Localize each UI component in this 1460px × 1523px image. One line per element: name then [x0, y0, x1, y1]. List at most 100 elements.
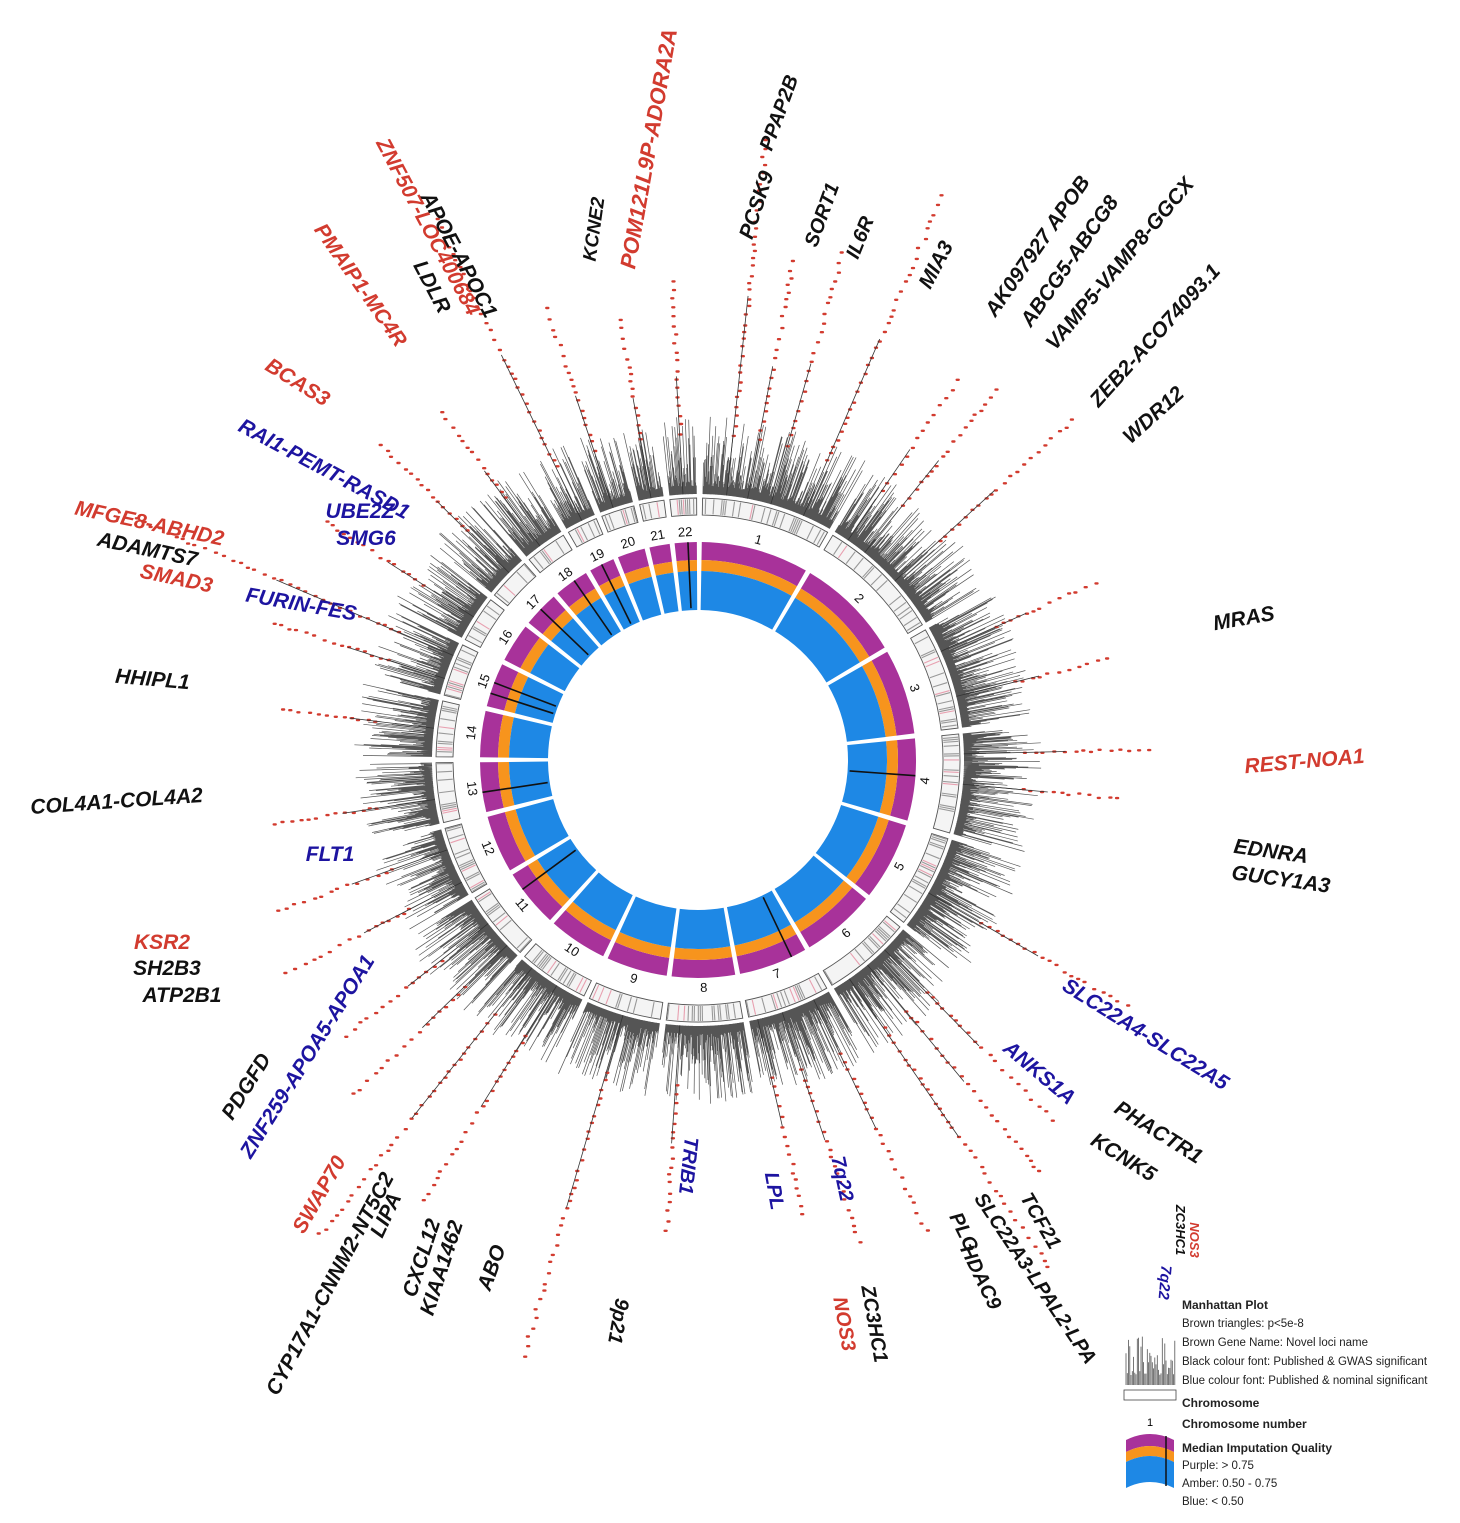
cytoband-stripe	[779, 513, 786, 529]
legend-chromosome-number-label: Chromosome number	[1182, 1417, 1307, 1431]
gene-label: SMG6	[336, 527, 396, 550]
cytoband-stripe	[724, 500, 727, 516]
peak-line	[387, 561, 474, 618]
manhattan-chr-17	[439, 506, 523, 593]
cytoband-stripe	[555, 540, 565, 554]
cytoband-stripe	[874, 930, 887, 942]
legend-chromosome-icon	[1123, 1389, 1177, 1401]
cytoband-stripe	[453, 666, 469, 673]
cytoband-stripe	[587, 522, 596, 538]
cytoband-stripe	[540, 955, 551, 969]
quality-blue-7	[726, 890, 791, 946]
peak-line	[770, 363, 812, 505]
cytoband-stripe	[447, 684, 463, 690]
cytoband-stripe	[449, 680, 464, 686]
cytoband-stripe	[620, 510, 626, 526]
gene-label: SORT1	[801, 180, 844, 250]
manhattan-chr-18	[479, 471, 562, 557]
cytoband-stripe	[459, 859, 474, 867]
gene-label: KCNE2	[580, 195, 610, 262]
legend-graphics: 1	[1123, 1336, 1177, 1488]
peak-line	[848, 978, 960, 1138]
cytoband-stripe	[780, 991, 787, 1007]
peak-line	[566, 1015, 624, 1208]
cytoband-stripe	[792, 518, 799, 534]
cytoband-stripe	[465, 871, 480, 880]
cytoband-stripe	[943, 769, 959, 771]
cytoband-stripe	[624, 509, 630, 524]
cytoband-stripe	[937, 700, 953, 705]
manhattan-chr-12	[376, 829, 469, 930]
cytoband-stripe	[932, 682, 948, 688]
peak-line	[803, 338, 881, 516]
peak-line	[436, 500, 510, 574]
cytoband-stripe	[930, 837, 946, 844]
quality-amber-1	[701, 560, 797, 596]
quality-amber-13	[498, 761, 515, 808]
cytoband-stripe	[437, 748, 453, 751]
cytoband-stripe	[519, 939, 531, 952]
cytoband-stripe	[878, 925, 891, 937]
cytoband-stripe	[686, 499, 689, 515]
gene-label: PPAP2B	[756, 72, 804, 153]
gene-label: ATP2B1	[142, 984, 222, 1007]
cytoband-stripe	[642, 504, 647, 520]
cytoband-stripe	[897, 903, 911, 914]
cytoband-stripe	[795, 520, 803, 535]
quality-amber-7	[734, 924, 797, 957]
peak-line	[276, 579, 454, 656]
quality-blue-2	[775, 597, 860, 683]
quality-marker-line	[482, 781, 548, 794]
peak-line	[884, 949, 980, 1047]
cytoband-stripe	[680, 499, 683, 515]
cytoband-stripe	[630, 507, 636, 523]
cytoband-stripe	[568, 973, 577, 987]
cytoband-stripe	[576, 528, 585, 543]
quality-blue-13	[509, 761, 553, 806]
chromosome-band-17	[493, 562, 537, 607]
cytoband-stripe	[439, 726, 455, 730]
cytoband-stripe	[771, 511, 778, 526]
peak-line	[726, 295, 749, 496]
gene-label: SH2B3	[133, 957, 201, 980]
peak-line	[747, 366, 774, 499]
cytoband-stripe	[495, 915, 508, 926]
cytoband-stripe	[456, 658, 472, 666]
significant-hit	[770, 1076, 805, 1216]
cytoband-stripe	[816, 531, 825, 546]
significant-hit	[670, 280, 684, 436]
manhattan-chr-10	[476, 959, 583, 1063]
significant-hit	[757, 259, 796, 441]
cytoband-stripe	[934, 690, 950, 696]
chromosome-band-9	[588, 982, 664, 1020]
cytoband-stripe	[939, 806, 955, 810]
peak-line	[632, 397, 652, 499]
cytoband-stripe	[487, 905, 501, 916]
cytoband-stripe	[682, 499, 685, 515]
cytoband-stripe	[713, 1005, 716, 1021]
significant-hit	[545, 306, 598, 453]
significant-hit	[825, 194, 944, 462]
peak-line	[484, 470, 541, 547]
cytoband-stripe	[550, 962, 560, 976]
legend-manhattan-title: Manhattan Plot	[1182, 1298, 1268, 1312]
gene-label: SWAP70	[288, 1152, 351, 1238]
cytoband-stripe	[496, 592, 510, 604]
cytoband-stripe	[941, 720, 957, 724]
cytoband-stripe	[732, 1003, 736, 1019]
cytoband-stripe	[622, 509, 628, 525]
gene-label: PMAIP1-MC4R	[309, 219, 411, 351]
cytoband-stripe	[541, 550, 552, 564]
legend-quality-title: Median Imputation Quality	[1182, 1441, 1333, 1455]
peak-line	[575, 395, 614, 509]
peak-line	[363, 881, 462, 934]
cytoband-stripe	[911, 880, 926, 889]
chromosome-band-8	[665, 1000, 744, 1023]
cytoband-stripe	[440, 717, 456, 722]
cytoband-stripe	[557, 967, 567, 981]
chromosome-number-17: 17	[523, 591, 544, 612]
cytoband-stripe	[731, 501, 736, 517]
cytoband-stripe	[770, 994, 777, 1010]
quality-blue-12	[515, 799, 569, 856]
gene-label: NOS3	[828, 1295, 859, 1352]
